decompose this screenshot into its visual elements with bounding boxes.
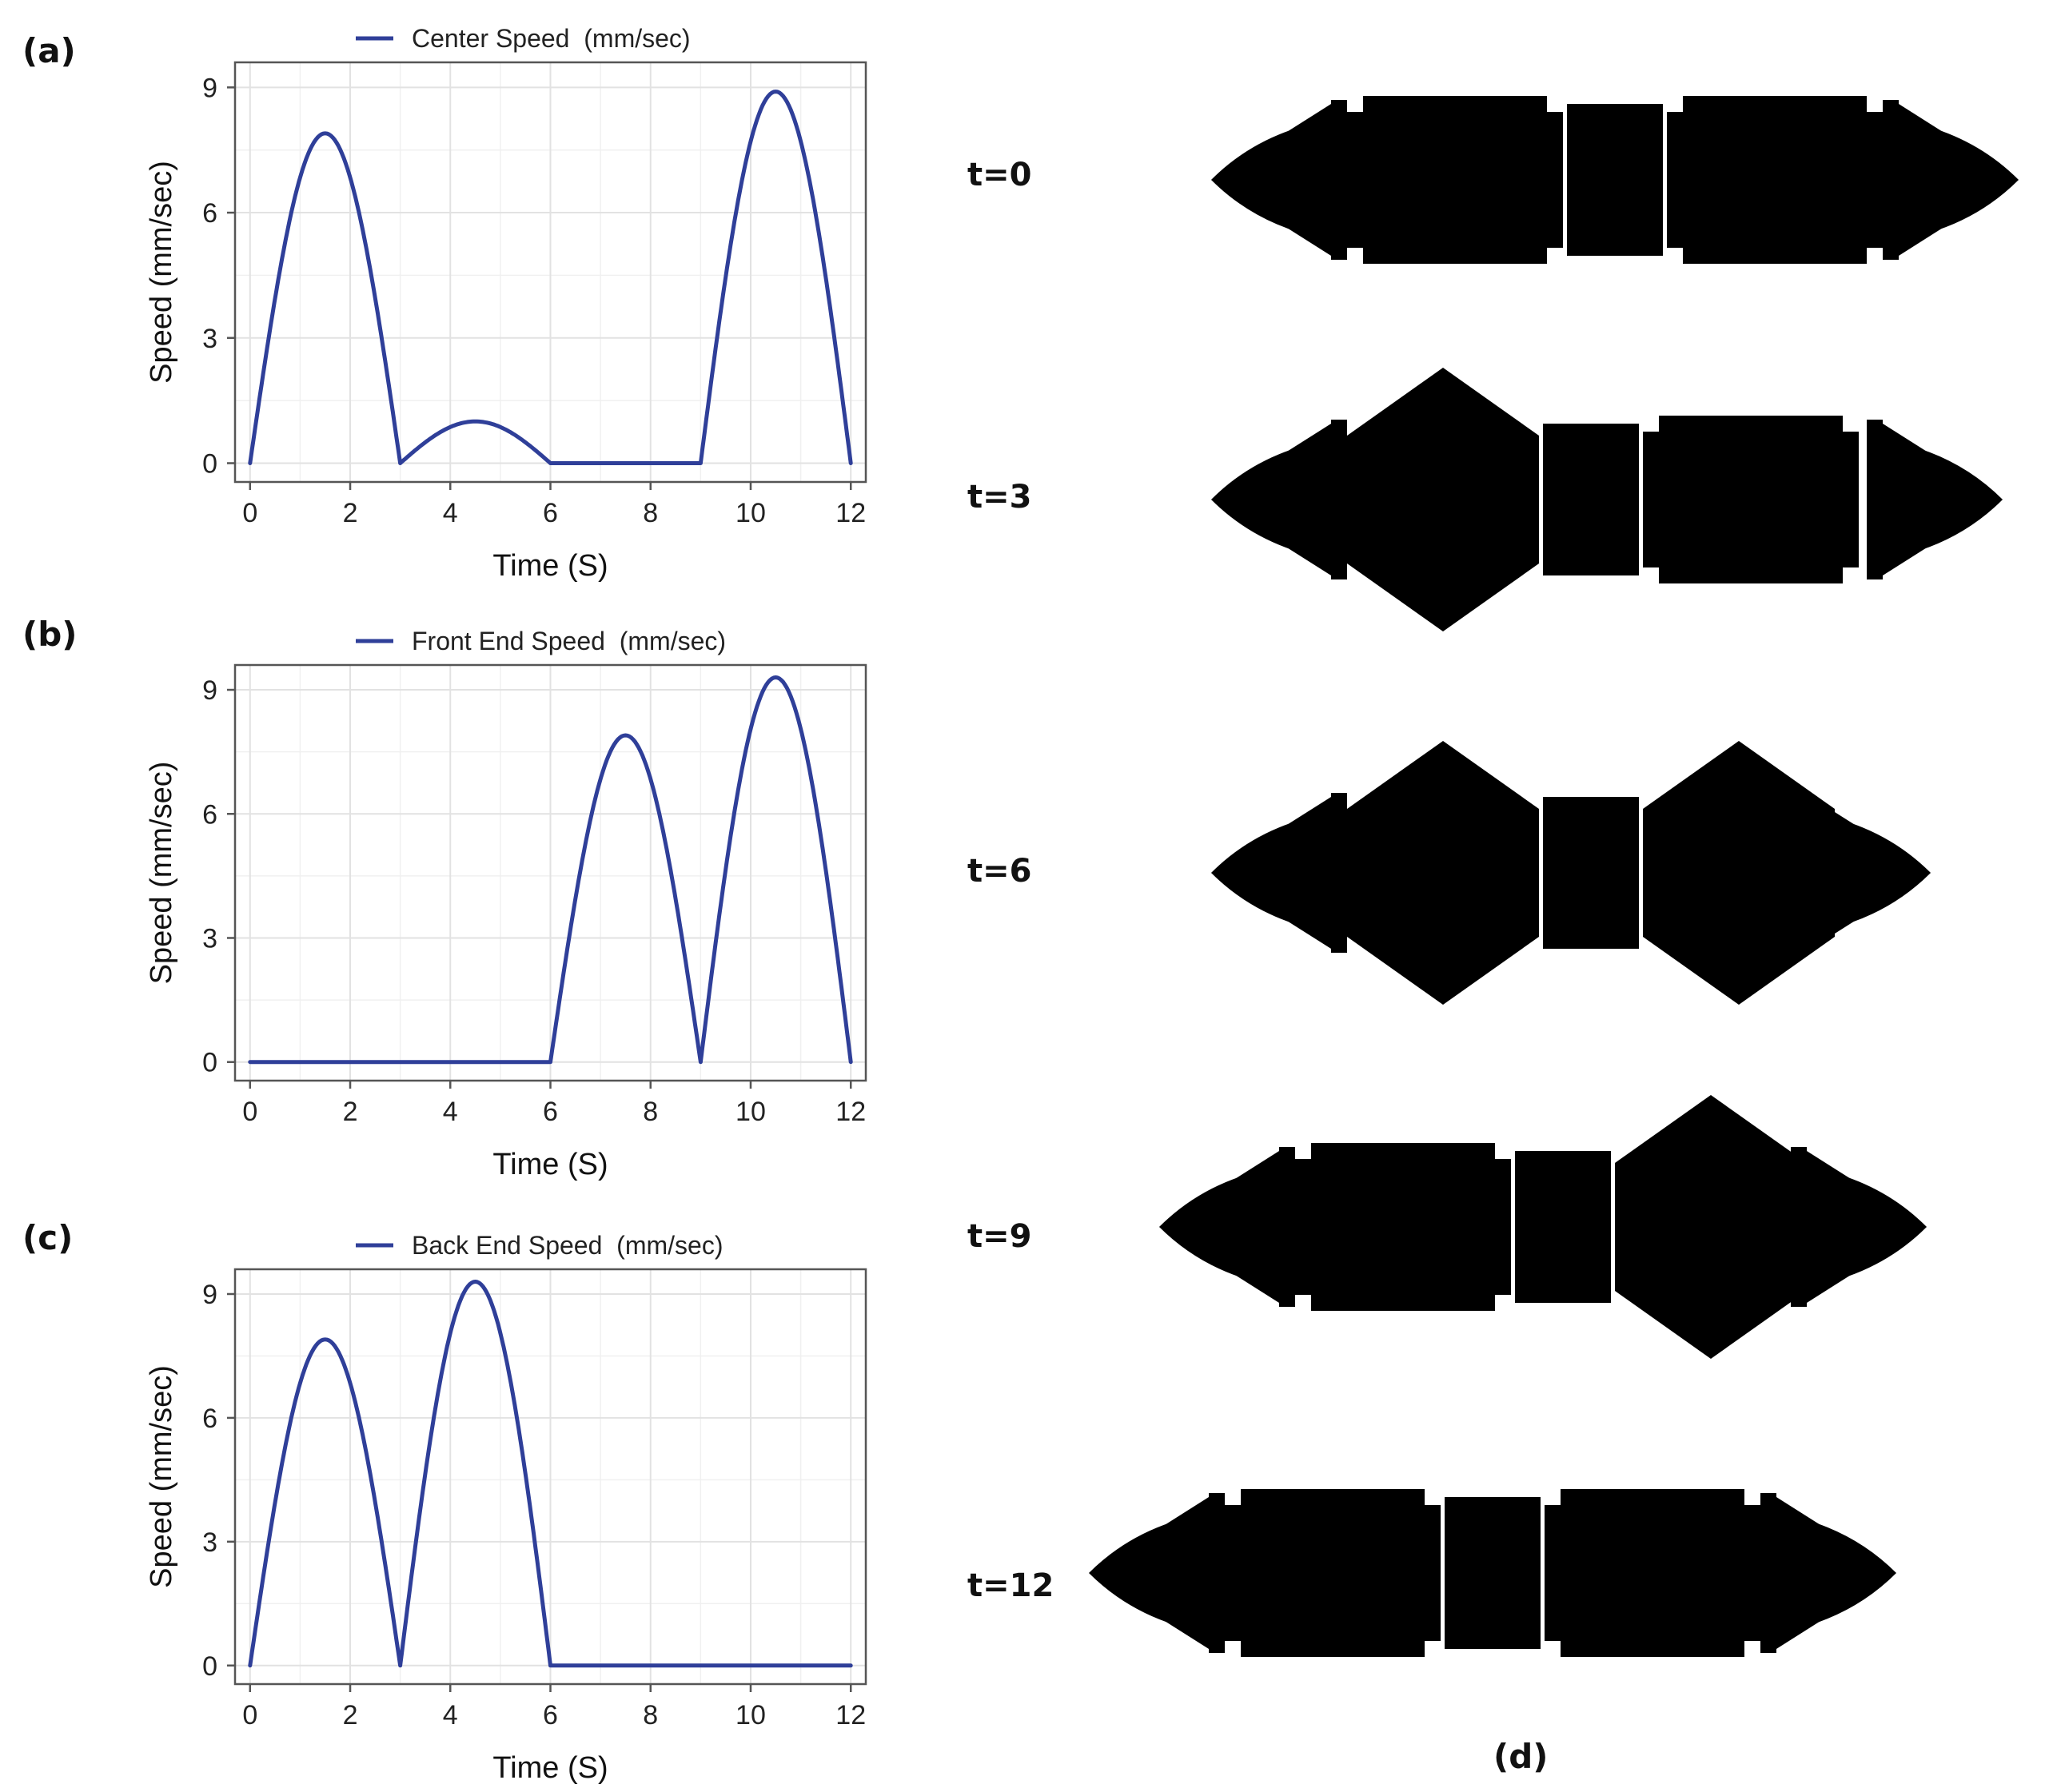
y-tick-label: 0	[202, 1048, 217, 1078]
x-tick-label: 0	[242, 498, 257, 528]
series-line	[248, 1280, 853, 1668]
panel-label-b: (b)	[22, 615, 77, 654]
charts-group: 0 2 4 6 8 10 12 0 3 6 9 Time (S) Speed (mm/sec) Cente…	[145, 24, 867, 1785]
x-axis-label: Time (S)	[492, 1148, 608, 1181]
x-tick-label: 0	[242, 1097, 257, 1127]
panel-label-a: (a)	[22, 31, 76, 70]
y-axis-label: Speed (mm/sec)	[145, 1365, 178, 1588]
y-tick-label: 3	[202, 923, 217, 954]
x-axis-label: Time (S)	[492, 1751, 608, 1785]
x-tick-label: 10	[736, 1097, 766, 1127]
panel-label-c: (c)	[22, 1218, 73, 1257]
x-tick-label: 12	[835, 1700, 866, 1730]
legend-label: Center Speed (mm/sec)	[412, 24, 691, 53]
legend-label: Back End Speed (mm/sec)	[412, 1231, 723, 1260]
x-tick-label: 4	[443, 1700, 458, 1730]
x-tick-label: 12	[835, 498, 866, 528]
series-line	[248, 90, 853, 465]
x-tick-label: 8	[643, 498, 658, 528]
state-label-t0: t=0	[967, 157, 1031, 193]
x-tick-label: 6	[543, 1700, 558, 1730]
x-tick-label: 2	[343, 1700, 358, 1730]
panel-label-d: (d)	[1493, 1737, 1548, 1776]
x-tick-label: 6	[543, 498, 558, 528]
x-tick-label: 4	[443, 1097, 458, 1127]
y-tick-label: 3	[202, 1527, 217, 1558]
state-label-t6: t=6	[967, 853, 1031, 890]
y-tick-label: 6	[202, 1404, 217, 1434]
legend-label: Front End Speed (mm/sec)	[412, 627, 726, 655]
y-tick-label: 6	[202, 198, 217, 229]
y-axis-label: Speed (mm/sec)	[145, 762, 178, 985]
robot-drawing-t12	[1089, 1489, 1896, 1657]
y-tick-label: 9	[202, 675, 217, 706]
state-label-t9: t=9	[967, 1218, 1031, 1255]
state-label-t12: t=12	[967, 1567, 1054, 1604]
robot-drawing-t6	[1211, 741, 1931, 1005]
robot-drawing-t3	[1211, 368, 2003, 631]
x-tick-label: 6	[543, 1097, 558, 1127]
x-tick-label: 8	[643, 1700, 658, 1730]
x-tick-label: 0	[242, 1700, 257, 1730]
robot-drawing-t0	[1211, 96, 2019, 264]
x-tick-label: 2	[343, 1097, 358, 1127]
y-tick-label: 9	[202, 73, 217, 103]
y-tick-label: 0	[202, 448, 217, 479]
x-tick-label: 2	[343, 498, 358, 528]
series-line	[248, 675, 853, 1065]
y-tick-label: 3	[202, 324, 217, 354]
x-tick-label: 12	[835, 1097, 866, 1127]
chart-2: 0 2 4 6 8 10 12 0 3 6 9 Time (S) Speed (mm/sec) Front…	[145, 627, 867, 1181]
chart-1: 0 2 4 6 8 10 12 0 3 6 9 Time (S) Speed (mm/sec) Cente…	[145, 24, 867, 583]
chart-3: 0 2 4 6 8 10 12 0 3 6 9 Time (S) Speed (mm/sec) Back …	[145, 1231, 867, 1785]
y-tick-label: 0	[202, 1651, 217, 1682]
y-axis-label: Speed (mm/sec)	[145, 161, 178, 384]
y-tick-label: 9	[202, 1280, 217, 1310]
x-tick-label: 8	[643, 1097, 658, 1127]
x-tick-label: 10	[736, 498, 766, 528]
robot-drawing-t9	[1159, 1095, 1927, 1359]
x-tick-label: 4	[443, 498, 458, 528]
x-tick-label: 10	[736, 1700, 766, 1730]
y-tick-label: 6	[202, 799, 217, 830]
state-label-t3: t=3	[967, 479, 1031, 516]
x-axis-label: Time (S)	[492, 549, 608, 583]
